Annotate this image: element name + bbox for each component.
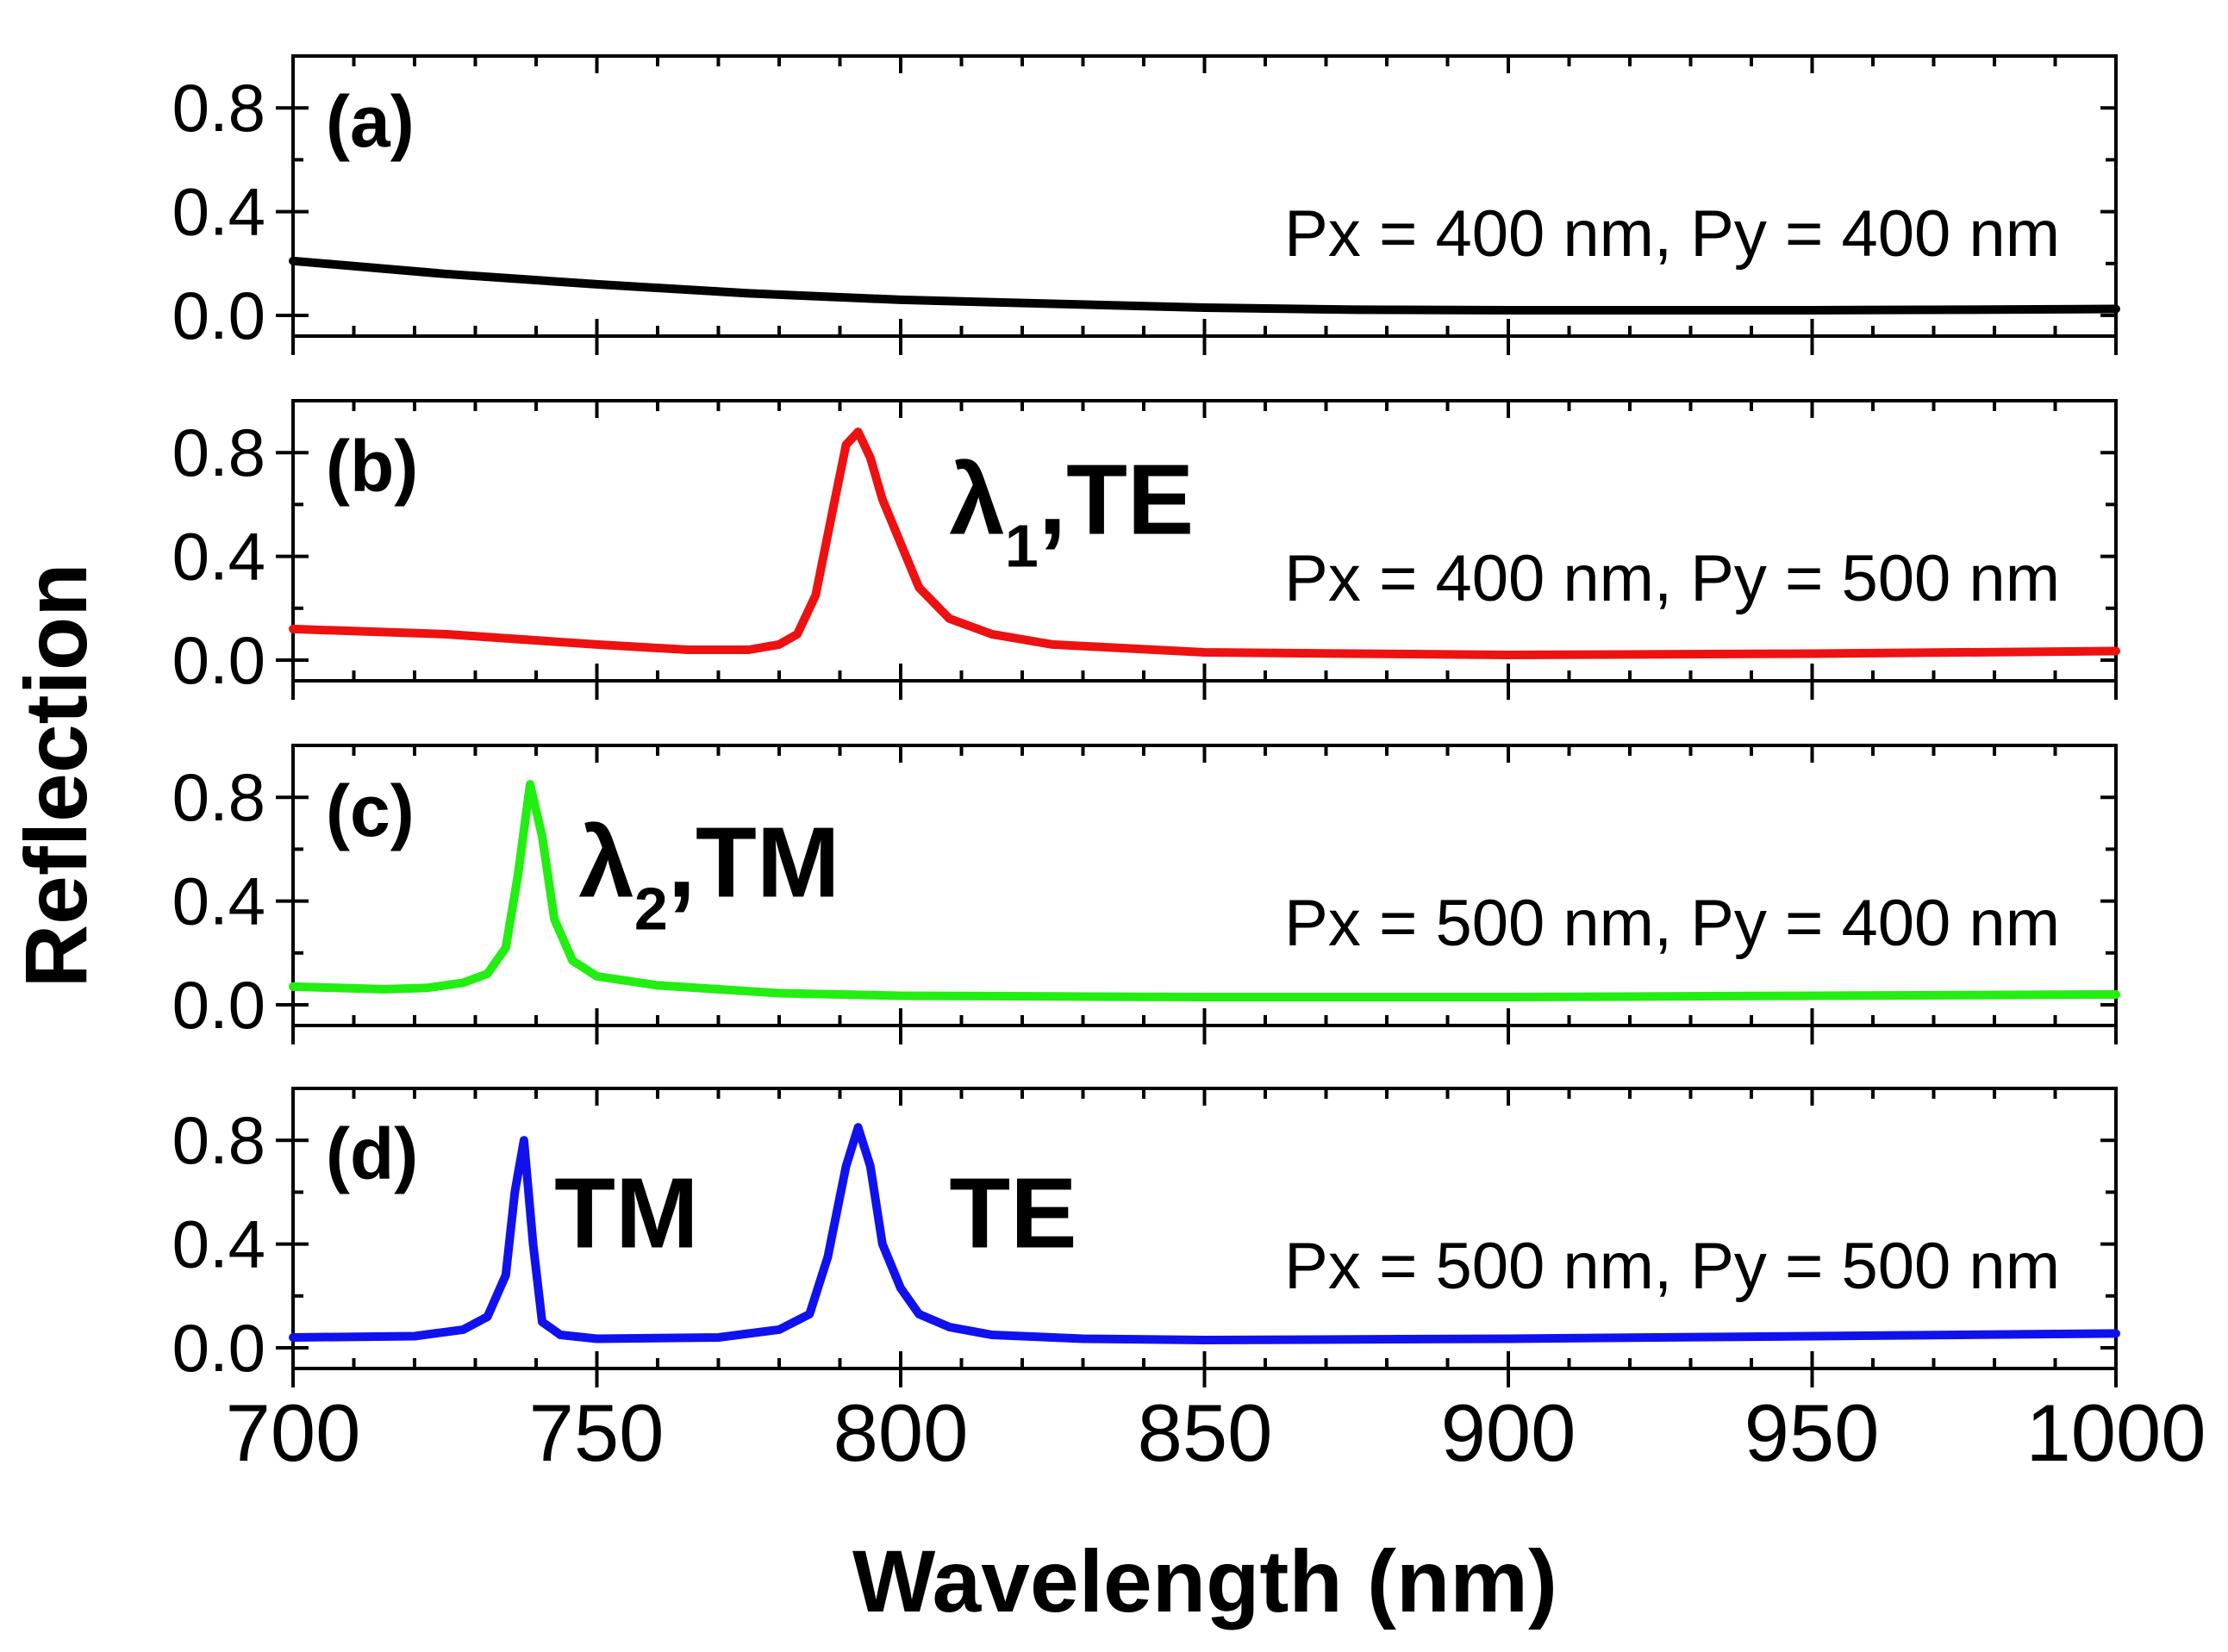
- peak-label-symbol: λ: [949, 443, 1005, 555]
- series-line-a: [289, 256, 2120, 315]
- panel-b: 0.0 0.4 0.8 (b) Px = 400 nm, Py = 500 nm λ1,T…: [172, 399, 2120, 700]
- peak-label-c-0: λ2,TM: [578, 806, 839, 942]
- peak-label-d-1: TE: [949, 1156, 1077, 1269]
- x-axis-title: Wavelength (nm): [852, 1532, 1557, 1630]
- panel-params-b: Px = 400 nm, Py = 500 nm: [1284, 542, 2060, 615]
- peak-label-symbol: TE: [949, 1156, 1077, 1269]
- y-tick-label: 0.0: [172, 622, 265, 698]
- x-tick-label-750: 750: [529, 1387, 665, 1478]
- x-tick-label-1000: 1000: [2025, 1387, 2206, 1478]
- x-tick-label-900: 900: [1441, 1387, 1576, 1478]
- panel-params-c: Px = 500 nm, Py = 400 nm: [1284, 887, 2060, 960]
- y-tick-label: 0.8: [172, 1102, 265, 1178]
- y-tick-label: 0.0: [172, 1310, 265, 1386]
- y-tick-label: 0.4: [172, 174, 265, 250]
- y-tick-label: 0.0: [172, 277, 265, 353]
- y-tick-label: 0.4: [172, 1206, 265, 1282]
- y-tick-label: 0.0: [172, 967, 265, 1043]
- y-tick-label: 0.8: [172, 70, 265, 146]
- x-tick-label-800: 800: [833, 1387, 969, 1478]
- panel-d: 0.0 0.4 0.8 (d) Px = 500 nm, Py = 500 nm TM TE: [172, 1087, 2120, 1387]
- panel-label-d: (d): [326, 1113, 418, 1194]
- panel-label-c: (c): [326, 770, 415, 851]
- panel-c-frame: [291, 744, 2118, 1027]
- peak-label-subscript: 1: [1005, 512, 1039, 579]
- peak-label-mode: ,TM: [668, 806, 840, 918]
- peak-label-d-0: TM: [554, 1156, 699, 1269]
- series-line-b: [289, 427, 2120, 659]
- peak-label-symbol: λ: [578, 806, 634, 918]
- y-tick-label: 0.8: [172, 759, 265, 835]
- panel-params-d: Px = 500 nm, Py = 500 nm: [1284, 1230, 2060, 1303]
- y-axis-title: Reflection: [7, 563, 105, 988]
- y-tick-label: 0.4: [172, 863, 265, 939]
- panel-a: 0.0 0.4 0.8 (a) Px = 400 nm, Py = 400 nm: [172, 54, 2120, 355]
- panel-a-frame: [291, 54, 2118, 338]
- panel-params-a: Px = 400 nm, Py = 400 nm: [1284, 197, 2060, 271]
- y-tick-label: 0.8: [172, 415, 265, 490]
- panel-label-b: (b): [326, 426, 418, 507]
- panel-label-a: (a): [326, 81, 415, 162]
- peak-label-mode: ,TE: [1039, 443, 1194, 555]
- y-tick-label: 0.4: [172, 519, 265, 595]
- series-line-c: [289, 780, 2120, 1001]
- panel-c: 0.0 0.4 0.8 (c) Px = 500 nm, Py = 400 nm λ2,T…: [172, 744, 2120, 1044]
- x-tick-labels: 700 750 800 850 900 950 1000: [226, 1387, 2206, 1478]
- peak-label-symbol: TM: [554, 1156, 699, 1269]
- x-tick-label-850: 850: [1138, 1387, 1273, 1478]
- x-tick-label-700: 700: [226, 1387, 361, 1478]
- x-tick-label-950: 950: [1744, 1387, 1880, 1478]
- peak-label-b-0: λ1,TE: [949, 443, 1194, 579]
- panels-group: 0.00.40.8 (a)Px = 400 nm, Py = 400 nm0.00…: [172, 54, 2120, 1387]
- series-line-d: [289, 1123, 2120, 1344]
- peak-label-subscript: 2: [634, 875, 668, 942]
